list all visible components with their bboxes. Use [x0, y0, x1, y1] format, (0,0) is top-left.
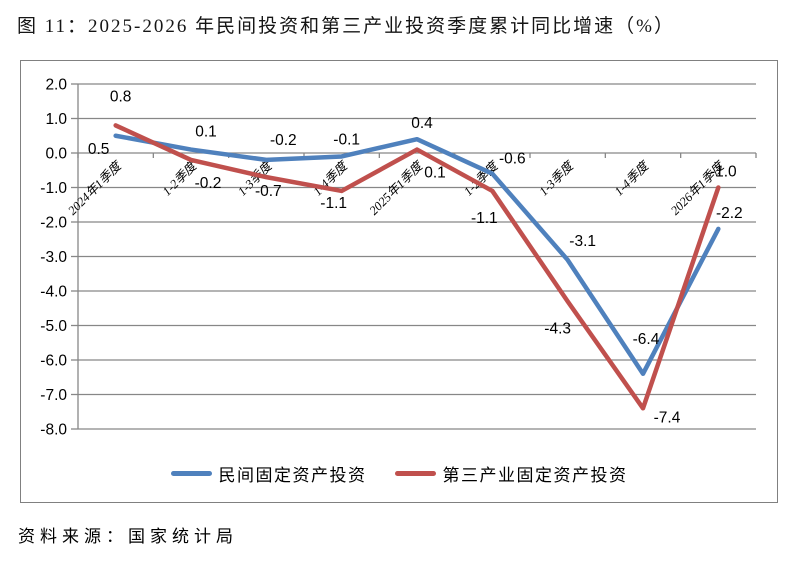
- legend-line-swatch-blue: [170, 471, 212, 476]
- source-note: 资料来源：国家统计局: [18, 527, 238, 546]
- legend-item-private-investment: 民间固定资产投资: [170, 461, 367, 486]
- y-tick-label: 1.0: [45, 111, 67, 128]
- y-tick-label: -8.0: [40, 422, 67, 439]
- x-category-label: 1-4季度: [310, 157, 351, 198]
- chart-plot-area: 2.0 1.0 0.0 -1.0 -2.0 -3.0 -4.0 -5.0 -6.0 -7.0 -8.…: [40, 77, 757, 439]
- data-label: -3.1: [569, 233, 596, 250]
- data-label: -1.1: [320, 195, 347, 212]
- data-label: -2.2: [716, 205, 743, 222]
- chart-frame: 2.0 1.0 0.0 -1.0 -2.0 -3.0 -4.0 -5.0 -6.0 -7.0 -8.…: [20, 60, 778, 503]
- y-tick-label: -4.0: [40, 284, 67, 301]
- data-label: -4.3: [544, 320, 571, 337]
- y-tick-label: 0.0: [45, 146, 67, 163]
- legend-label-tertiary-investment: 第三产业固定资产投资: [442, 466, 628, 485]
- x-category-label: 1-4季度: [612, 157, 653, 198]
- data-label: -0.6: [499, 151, 526, 168]
- data-label: 0.5: [88, 141, 110, 158]
- legend-line-swatch-red: [394, 471, 436, 476]
- data-label: -6.4: [633, 331, 660, 348]
- y-tick-label: -3.0: [40, 249, 67, 266]
- y-tick-label: -6.0: [40, 353, 67, 370]
- y-tick-label: -7.0: [40, 387, 67, 404]
- data-label: -0.2: [195, 175, 222, 192]
- data-label: -0.1: [333, 131, 360, 148]
- series-line-1: [113, 133, 721, 377]
- y-tick-label: -1.0: [40, 180, 67, 197]
- data-label: -0.2: [270, 132, 297, 149]
- data-label: -7.4: [654, 409, 681, 426]
- legend-label-private-investment: 民间固定资产投资: [218, 466, 367, 485]
- data-label: -0.7: [255, 183, 282, 200]
- data-label: 0.1: [424, 165, 446, 182]
- y-tick-label: 2.0: [45, 77, 67, 94]
- y-tick-label: -5.0: [40, 318, 67, 335]
- x-category-label: 1-3季度: [536, 157, 577, 198]
- data-label: -1.1: [471, 210, 498, 227]
- data-label: 0.8: [110, 88, 132, 105]
- data-label: 0.4: [411, 115, 433, 132]
- chart-legend: 民间固定资产投资 第三产业固定资产投资: [21, 461, 777, 486]
- data-label: 0.1: [195, 124, 217, 141]
- series-line-2: [113, 123, 721, 411]
- data-label: -1.0: [710, 164, 737, 181]
- legend-item-tertiary-investment: 第三产业固定资产投资: [394, 461, 628, 486]
- chart-title: 图 11：2025-2026 年民间投资和第三产业投资季度累计同比增速（%）: [17, 16, 675, 37]
- y-tick-label: -2.0: [40, 215, 67, 232]
